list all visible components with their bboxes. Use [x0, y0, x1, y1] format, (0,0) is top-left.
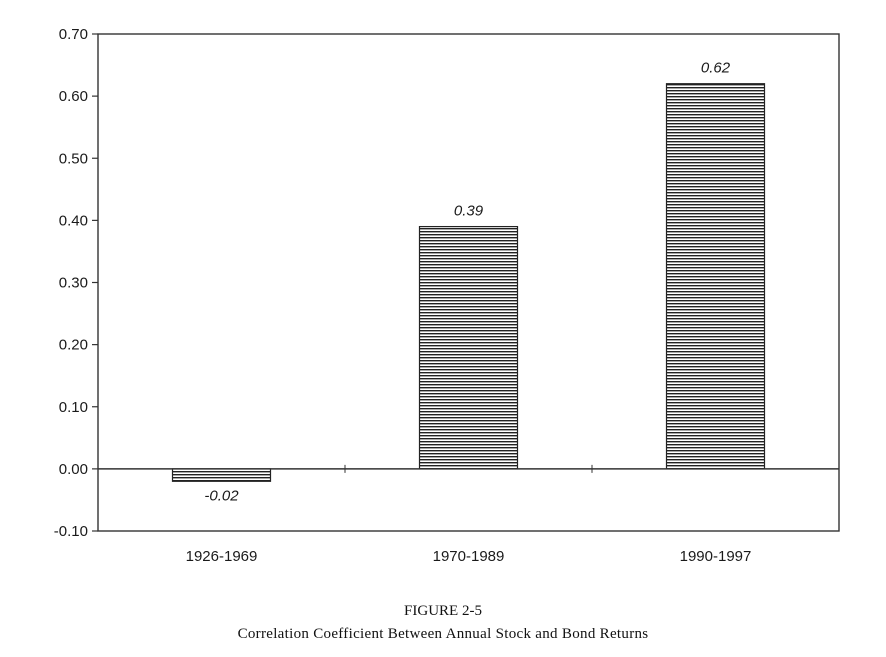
x-category-label: 1970-1989: [433, 548, 505, 565]
bar: [665, 83, 766, 470]
y-tick-label: 0.70: [59, 26, 88, 43]
bar-value-label: 0.39: [454, 203, 484, 220]
figure-caption: Correlation Coefficient Between Annual S…: [237, 626, 649, 642]
x-category-label: 1990-1997: [680, 548, 752, 565]
x-axis: 1926-1969 1970-1989 1990-1997: [186, 464, 752, 565]
y-tick-label: 0.20: [59, 337, 88, 354]
y-tick-label: 0.50: [59, 150, 88, 167]
y-tick-label: 0.40: [59, 212, 88, 229]
y-tick-label: 0.30: [59, 275, 88, 292]
bar: [171, 468, 272, 482]
bar: [418, 225, 519, 470]
bar-value-label: -0.02: [204, 487, 239, 504]
figure-number: FIGURE 2-5: [404, 603, 482, 619]
y-tick-label: 0.10: [59, 399, 88, 416]
bars: -0.02 0.39 0.62: [171, 60, 766, 504]
y-tick-label: 0.00: [59, 461, 88, 478]
y-tick-label: 0.60: [59, 88, 88, 105]
bar-value-label: 0.62: [701, 60, 731, 77]
y-axis: 0.70 0.60 0.50 0.40 0.30 0.20 0.10 0.00 -0.10: [54, 26, 98, 540]
x-category-label: 1926-1969: [186, 548, 258, 565]
y-tick-label: -0.10: [54, 523, 88, 540]
